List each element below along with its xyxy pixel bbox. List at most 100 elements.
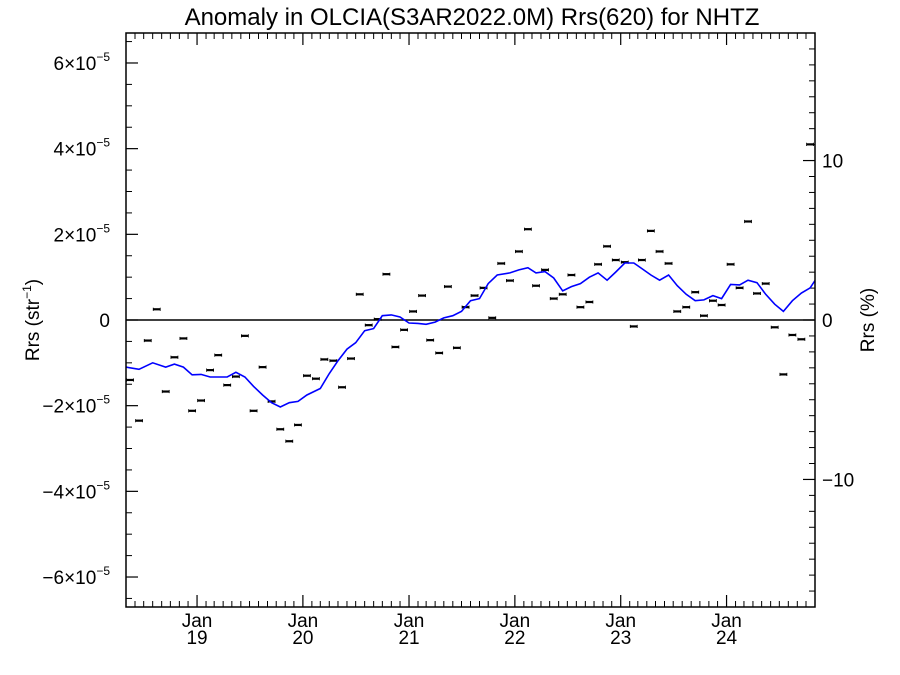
x-tick-year: 20 bbox=[292, 628, 313, 649]
right-tick-label: −10 bbox=[822, 470, 854, 491]
data-point bbox=[276, 427, 285, 431]
data-point bbox=[312, 377, 320, 381]
data-point bbox=[382, 272, 391, 276]
x-tick-year: 21 bbox=[398, 628, 419, 649]
data-point bbox=[126, 378, 134, 382]
data-point bbox=[744, 219, 752, 224]
monthly-anomaly-points bbox=[126, 142, 814, 443]
left-tick-label: 4×10−5 bbox=[54, 136, 111, 161]
data-point bbox=[664, 261, 673, 266]
data-point bbox=[197, 398, 206, 403]
data-point bbox=[576, 305, 585, 309]
data-point bbox=[488, 316, 497, 320]
data-point bbox=[258, 365, 267, 369]
data-point bbox=[691, 290, 700, 294]
data-point bbox=[329, 359, 338, 363]
data-point bbox=[143, 338, 152, 343]
x-tick-month: Jan bbox=[605, 611, 636, 632]
x-tick-month: Jan bbox=[394, 611, 425, 632]
x-tick-month: Jan bbox=[182, 611, 213, 632]
data-point bbox=[240, 334, 249, 338]
data-point bbox=[524, 227, 532, 231]
plot-frame bbox=[125, 32, 816, 608]
data-point bbox=[232, 374, 240, 379]
left-axis-ticks: −6×10−5−4×10−5−2×10−502×10−54×10−56×10−5 bbox=[42, 41, 138, 599]
data-point bbox=[637, 258, 646, 262]
data-point bbox=[717, 303, 726, 307]
data-point bbox=[426, 338, 435, 342]
data-point bbox=[770, 325, 779, 329]
data-point bbox=[753, 291, 761, 296]
left-tick-label: 0 bbox=[99, 311, 110, 332]
data-point bbox=[223, 383, 232, 387]
data-point bbox=[470, 293, 479, 298]
left-tick-mantissa: 0 bbox=[99, 311, 110, 332]
data-point bbox=[452, 346, 461, 350]
data-point bbox=[506, 278, 514, 283]
data-point bbox=[303, 374, 311, 378]
right-axis-label: Rrs (%) bbox=[858, 288, 879, 352]
x-tick-month: Jan bbox=[500, 611, 531, 632]
data-point bbox=[418, 293, 426, 298]
data-point bbox=[135, 419, 143, 423]
data-point bbox=[152, 307, 161, 311]
chart-title: Anomaly in OLCIA(S3AR2022.0M) Rrs(620) f… bbox=[185, 4, 760, 31]
left-tick-exponent: −5 bbox=[96, 50, 110, 64]
x-tick-year: 22 bbox=[504, 628, 525, 649]
x-tick-month: Jan bbox=[711, 611, 742, 632]
data-point bbox=[611, 258, 620, 262]
left-axis-label-main: Rrs (str bbox=[23, 298, 44, 361]
left-tick-exponent: −5 bbox=[96, 564, 110, 578]
data-point bbox=[735, 286, 744, 290]
left-tick-label: −4×10−5 bbox=[42, 478, 110, 503]
data-point bbox=[779, 372, 788, 377]
data-point bbox=[558, 292, 567, 296]
x-tick-year: 24 bbox=[716, 628, 738, 649]
data-point bbox=[161, 389, 170, 394]
data-point bbox=[364, 323, 373, 327]
data-point bbox=[682, 305, 691, 309]
x-tick-month: Jan bbox=[288, 611, 319, 632]
left-tick-mantissa: 6×10 bbox=[54, 54, 97, 75]
data-point bbox=[567, 273, 576, 277]
data-point bbox=[700, 314, 708, 318]
left-tick-exponent: −5 bbox=[96, 221, 110, 235]
left-tick-mantissa: 4×10 bbox=[54, 140, 97, 161]
data-point bbox=[355, 292, 364, 296]
data-point bbox=[400, 328, 408, 332]
left-tick-mantissa: 2×10 bbox=[54, 225, 97, 246]
left-axis-label-sup: −1 bbox=[20, 285, 34, 299]
data-point bbox=[629, 324, 638, 329]
data-point bbox=[249, 409, 258, 413]
left-tick-exponent: −5 bbox=[96, 478, 110, 492]
left-axis-label: Rrs (str−1) bbox=[20, 279, 44, 361]
data-point bbox=[443, 284, 452, 289]
right-axis-ticks: −10 0 10 bbox=[803, 32, 854, 608]
data-point bbox=[435, 351, 444, 355]
data-point bbox=[285, 439, 294, 443]
left-tick-label: 6×10−5 bbox=[54, 50, 111, 75]
left-tick-mantissa: −6×10 bbox=[42, 568, 96, 589]
left-tick-label: −2×10−5 bbox=[42, 393, 110, 418]
data-point bbox=[214, 353, 223, 357]
data-point bbox=[497, 261, 506, 266]
left-tick-exponent: −5 bbox=[96, 136, 110, 150]
data-point bbox=[206, 368, 214, 372]
data-point bbox=[294, 423, 302, 427]
data-point bbox=[788, 333, 797, 337]
data-point bbox=[179, 336, 188, 341]
left-tick-mantissa: −4×10 bbox=[42, 482, 96, 503]
data-point bbox=[709, 299, 717, 303]
left-tick-mantissa: −2×10 bbox=[42, 397, 96, 418]
data-point bbox=[585, 300, 594, 304]
data-point bbox=[541, 268, 549, 272]
left-tick-label: 2×10−5 bbox=[54, 221, 111, 246]
data-point bbox=[409, 309, 417, 314]
data-point bbox=[347, 356, 355, 361]
data-point bbox=[549, 296, 558, 301]
data-point bbox=[646, 229, 655, 233]
left-tick-label: −6×10−5 bbox=[42, 564, 110, 589]
data-point bbox=[655, 249, 664, 254]
left-axis-label-close: ) bbox=[23, 279, 44, 285]
